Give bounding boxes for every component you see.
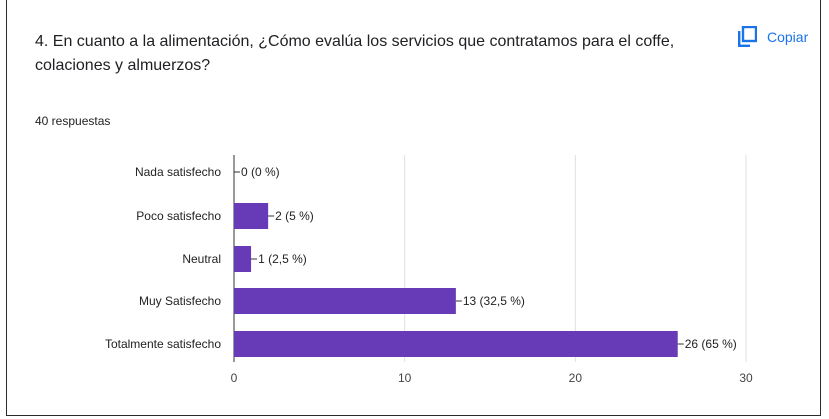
bar — [234, 288, 456, 314]
x-tick-label: 10 — [398, 371, 412, 385]
category-label: Totalmente satisfecho — [105, 337, 221, 351]
copy-icon — [738, 26, 757, 47]
copy-button-label: Copiar — [767, 29, 809, 45]
data-label: 1 (2,5 %) — [258, 252, 307, 266]
bar — [234, 203, 269, 229]
bar — [234, 246, 252, 272]
data-label: 0 (0 %) — [241, 165, 280, 179]
category-label: Neutral — [182, 252, 221, 266]
question-title: 4. En cuanto a la alimentación, ¿Cómo ev… — [35, 33, 675, 74]
data-label: 13 (32,5 %) — [463, 294, 525, 308]
x-tick-label: 0 — [231, 371, 238, 385]
x-tick-label: 20 — [569, 371, 583, 385]
category-label: Nada satisfecho — [135, 165, 221, 179]
x-tick-label: 30 — [739, 371, 753, 385]
bar — [234, 331, 678, 357]
data-label: 26 (65 %) — [685, 337, 737, 351]
copy-button[interactable]: Copiar — [737, 26, 808, 48]
category-label: Muy Satisfecho — [139, 294, 221, 308]
response-count: 40 respuestas — [35, 114, 111, 128]
category-label: Poco satisfecho — [136, 209, 221, 223]
data-label: 2 (5 %) — [275, 209, 314, 223]
